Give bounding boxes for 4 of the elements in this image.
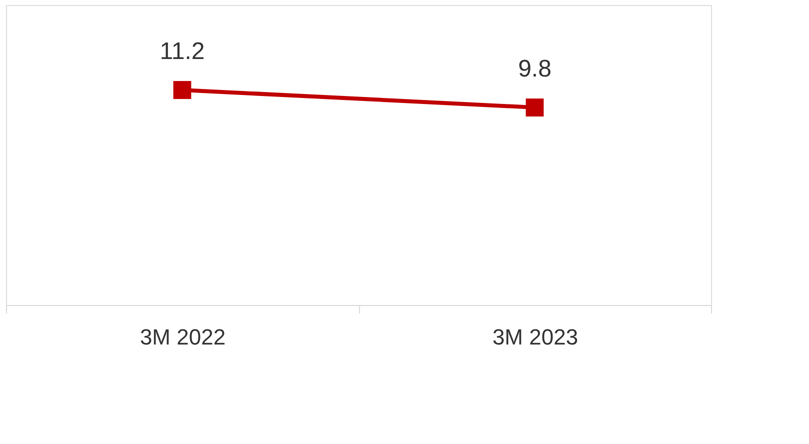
data-label: 11.2 bbox=[160, 38, 205, 65]
x-tick-label: 3M 2023 bbox=[492, 324, 578, 350]
data-label: 9.8 bbox=[518, 56, 552, 82]
x-tick-label: 3M 2022 bbox=[140, 324, 226, 350]
